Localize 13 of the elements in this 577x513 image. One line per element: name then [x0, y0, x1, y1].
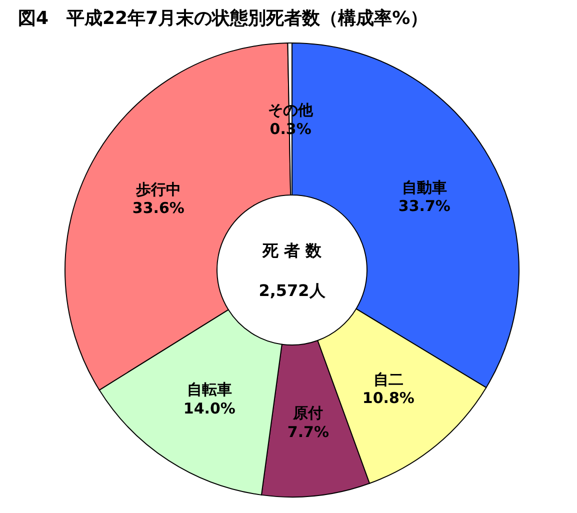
chart-title: 図4 平成22年7月末の状態別死者数（構成率%）	[18, 8, 428, 29]
data-label: 10.8%	[362, 389, 414, 408]
slice-label: 原付	[292, 404, 324, 422]
data-label: 7.7%	[287, 422, 329, 441]
slice-label: 自動車	[402, 178, 447, 196]
text: 2,572人	[258, 281, 326, 300]
data-label: 14.0%	[183, 399, 236, 418]
data-label: 33.6%	[132, 199, 184, 218]
text: 死 者 数	[261, 241, 323, 260]
slice-label: 自転車	[186, 380, 232, 399]
data-label: 33.7%	[398, 197, 450, 216]
slice-label: 歩行中	[134, 180, 181, 198]
slice-label: 自二	[373, 370, 404, 388]
